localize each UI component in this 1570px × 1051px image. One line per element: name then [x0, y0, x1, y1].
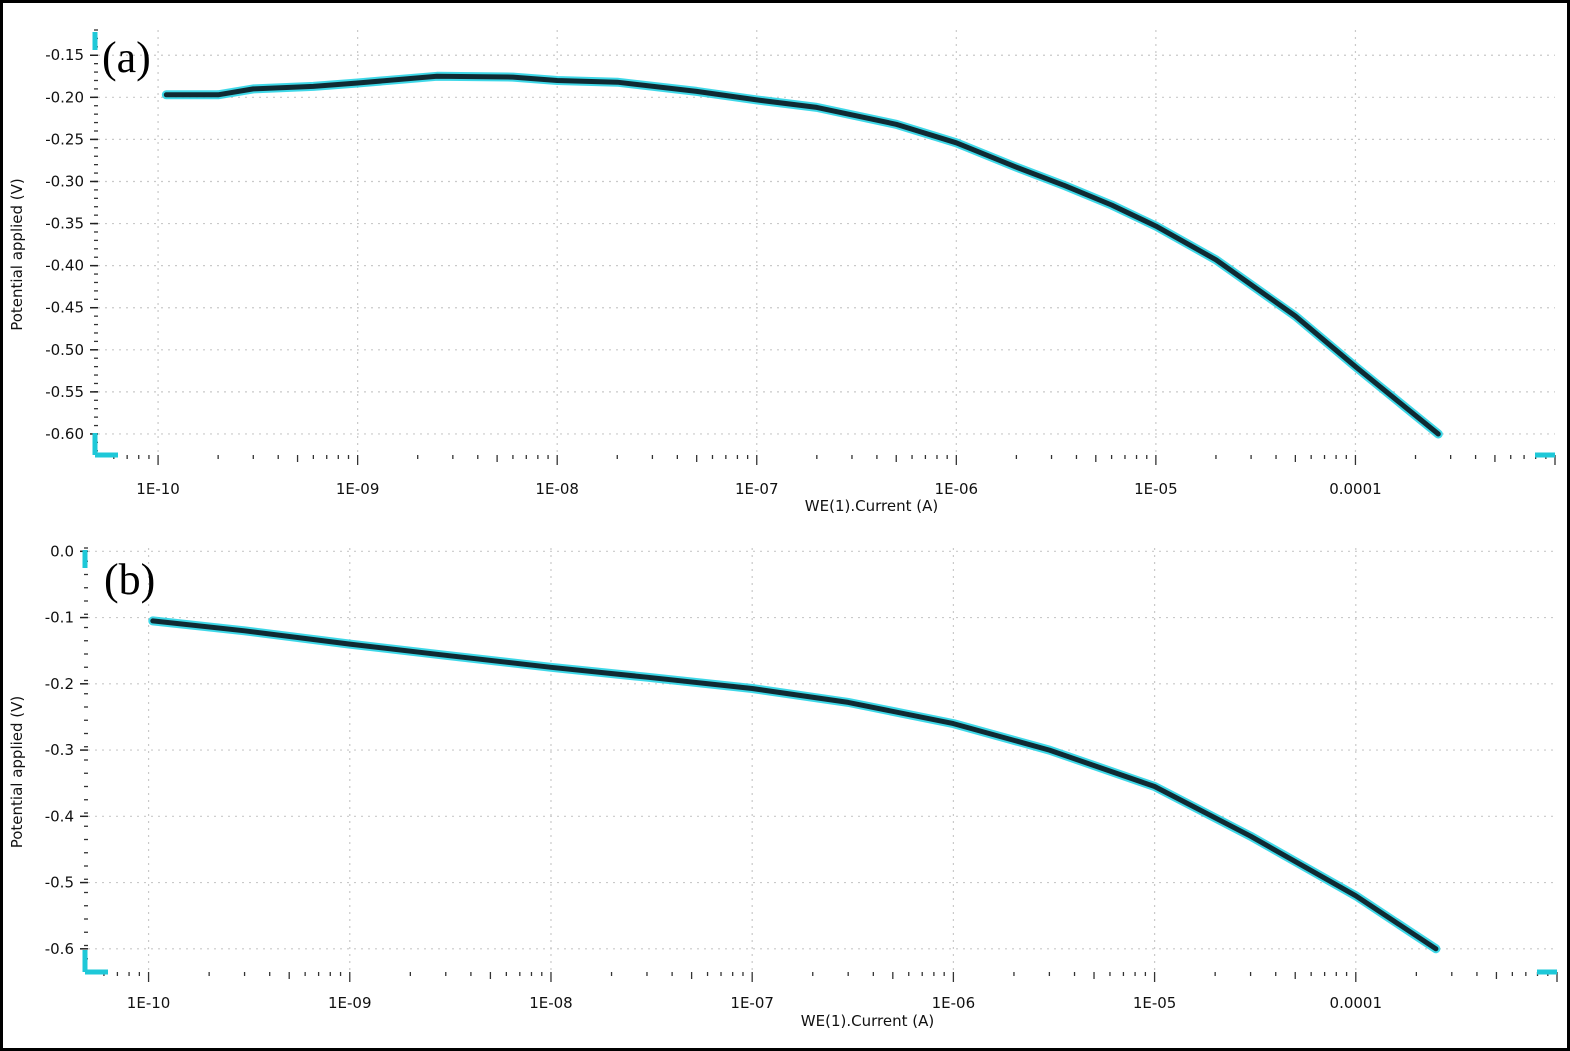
series-line	[163, 73, 1441, 437]
y-tick-label: -0.45	[45, 299, 84, 317]
y-tick-label: -0.30	[45, 172, 84, 190]
y-tick-label: -0.50	[45, 341, 84, 359]
panel-label: (b)	[104, 555, 155, 604]
series-line	[150, 618, 1439, 952]
y-tick-label: -0.2	[45, 675, 74, 693]
y-axis-title: Potential applied (V)	[8, 178, 26, 331]
x-tick-label: 0.0001	[1330, 994, 1383, 1012]
x-tick-label: 1E-10	[127, 994, 171, 1012]
x-tick-label: 0.0001	[1329, 480, 1382, 498]
x-tick-label: 1E-05	[1133, 994, 1177, 1012]
x-tick-label: 1E-08	[529, 994, 573, 1012]
x-tick-label: 1E-05	[1134, 480, 1178, 498]
y-tick-label: -0.15	[45, 46, 84, 64]
x-tick-label: 1E-10	[136, 480, 180, 498]
y-tick-label: -0.1	[45, 609, 74, 627]
y-tick-label: -0.6	[45, 940, 74, 958]
y-axis-title: Potential applied (V)	[8, 696, 26, 849]
series-line-glow	[148, 616, 1441, 954]
x-tick-label: 1E-06	[935, 480, 979, 498]
y-tick-label: -0.25	[45, 130, 84, 148]
x-tick-label: 1E-08	[535, 480, 579, 498]
panel-label: (a)	[102, 33, 151, 82]
y-tick-label: -0.60	[45, 425, 84, 443]
y-tick-label: -0.55	[45, 383, 84, 401]
y-tick-label: -0.20	[45, 88, 84, 106]
x-axis-title: WE(1).Current (A)	[805, 497, 938, 515]
y-tick-label: 0.0	[50, 542, 74, 560]
y-tick-label: -0.3	[45, 741, 74, 759]
x-tick-label: 1E-06	[932, 994, 976, 1012]
panel-b: 0.0 -0.1 -0.2 -0.3 -0.4 -0.5 -0.6 1E-10 1E-09 1E-…	[8, 542, 1558, 1030]
y-tick-label: -0.4	[45, 807, 74, 825]
y-tick-label: -0.40	[45, 257, 84, 275]
x-axis-title: WE(1).Current (A)	[801, 1012, 934, 1030]
y-tick-label: -0.35	[45, 215, 84, 233]
x-tick-label: 1E-09	[328, 994, 372, 1012]
x-tick-label: 1E-07	[735, 480, 779, 498]
panel-a: -0.15 -0.20 -0.25 -0.30 -0.35 -0.40 -0.45 -0.50…	[8, 29, 1556, 515]
x-tick-label: 1E-09	[336, 480, 380, 498]
y-tick-label: -0.5	[45, 874, 74, 892]
x-tick-label: 1E-07	[730, 994, 774, 1012]
